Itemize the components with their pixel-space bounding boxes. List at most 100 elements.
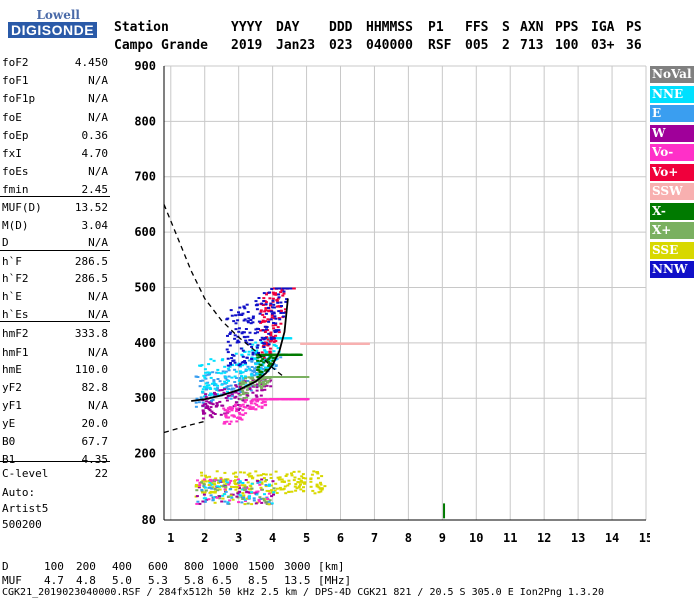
- echo-point: [258, 373, 262, 376]
- param-separator: [0, 461, 110, 462]
- echo-point: [266, 366, 270, 369]
- echo-point: [253, 367, 257, 370]
- echo-point: [277, 317, 281, 320]
- echo-point: [248, 472, 252, 475]
- echo-point: [233, 391, 237, 394]
- echo-point: [280, 353, 284, 356]
- echo-point: [242, 405, 246, 408]
- echo-point: [246, 404, 250, 407]
- echo-point: [265, 328, 268, 331]
- echo-point: [274, 398, 278, 401]
- param-key: C-level: [2, 467, 49, 480]
- echo-point: [219, 476, 223, 479]
- echo-point: [201, 379, 205, 382]
- echo-point: [195, 495, 199, 498]
- echo-point: [262, 346, 266, 349]
- echo-point: [274, 322, 278, 325]
- echo-point: [223, 380, 227, 383]
- echo-point: [228, 394, 231, 397]
- echo-point: [262, 398, 266, 401]
- echo-point: [266, 344, 270, 347]
- echo-point: [293, 398, 296, 401]
- param-row: h`F 286.5: [2, 255, 108, 271]
- echo-point: [216, 368, 220, 371]
- echo-point: [213, 491, 217, 494]
- bottom-row1-cell: 3000: [284, 560, 311, 573]
- echo-point: [256, 344, 260, 347]
- param-value: 82.8: [81, 381, 109, 394]
- echo-point: [256, 384, 260, 387]
- echo-point: [233, 415, 237, 418]
- echo-point: [259, 474, 263, 477]
- echo-point: [240, 375, 243, 378]
- echo-point: [241, 403, 245, 406]
- echo-point: [255, 308, 259, 311]
- echo-point: [226, 364, 230, 367]
- echo-point: [204, 402, 208, 405]
- echo-point: [204, 480, 208, 483]
- y-tick-label: 800: [134, 114, 156, 128]
- echo-point: [309, 480, 313, 483]
- echo-point: [237, 330, 241, 333]
- echo-point: [209, 414, 213, 417]
- echo-point: [265, 503, 269, 505]
- echo-point: [226, 496, 230, 498]
- echo-point: [256, 480, 260, 482]
- echo-point: [253, 332, 257, 335]
- echo-point: [250, 339, 254, 342]
- echo-point: [269, 484, 273, 487]
- echo-point: [198, 484, 202, 487]
- echo-point: [299, 483, 302, 486]
- header-hdr1-cell-7: S: [502, 20, 510, 35]
- echo-point: [315, 471, 319, 474]
- echo-point: [244, 479, 248, 481]
- echo-point: [259, 486, 263, 489]
- legend-item: SSW: [650, 183, 694, 200]
- echo-point: [305, 342, 309, 345]
- echo-point: [302, 486, 305, 489]
- echo-point: [287, 287, 291, 290]
- echo-point: [251, 353, 255, 356]
- echo-point: [250, 349, 254, 352]
- echo-point: [260, 478, 264, 481]
- param-value: N/A: [88, 399, 108, 412]
- echo-point: [282, 353, 285, 356]
- echo-point: [224, 376, 228, 379]
- echo-point: [260, 353, 264, 356]
- echo-point: [299, 488, 303, 491]
- echo-point: [258, 481, 262, 484]
- echo-point: [226, 390, 229, 393]
- echo-point: [210, 402, 214, 405]
- echo-point: [227, 379, 230, 382]
- echo-point: [243, 307, 247, 310]
- echo-point: [210, 410, 214, 413]
- echo-point: [252, 374, 256, 377]
- echo-point: [268, 356, 272, 359]
- echo-point: [218, 400, 222, 403]
- echo-point: [278, 476, 282, 479]
- echo-point: [228, 333, 232, 335]
- echo-point: [246, 335, 250, 338]
- echo-point: [258, 398, 262, 401]
- echo-point: [223, 412, 227, 415]
- echo-point: [250, 503, 254, 506]
- echo-point: [315, 483, 319, 486]
- echo-point: [204, 489, 208, 492]
- echo-point: [254, 394, 258, 397]
- echo-point: [297, 376, 301, 378]
- echo-point: [270, 288, 274, 290]
- echo-point: [328, 342, 332, 345]
- echo-point: [246, 321, 250, 324]
- echo-point: [244, 406, 248, 409]
- echo-point: [221, 494, 225, 497]
- echo-point: [244, 381, 248, 384]
- echo-point: [247, 353, 251, 356]
- echo-point: [234, 401, 238, 404]
- echo-point: [225, 478, 229, 481]
- echo-point: [240, 496, 244, 499]
- echo-point: [254, 470, 258, 473]
- echo-point: [194, 485, 198, 488]
- param-row: h`F2 286.5: [2, 272, 108, 288]
- header-hdr1-cell-2: DAY: [276, 20, 300, 35]
- echo-point: [218, 380, 222, 383]
